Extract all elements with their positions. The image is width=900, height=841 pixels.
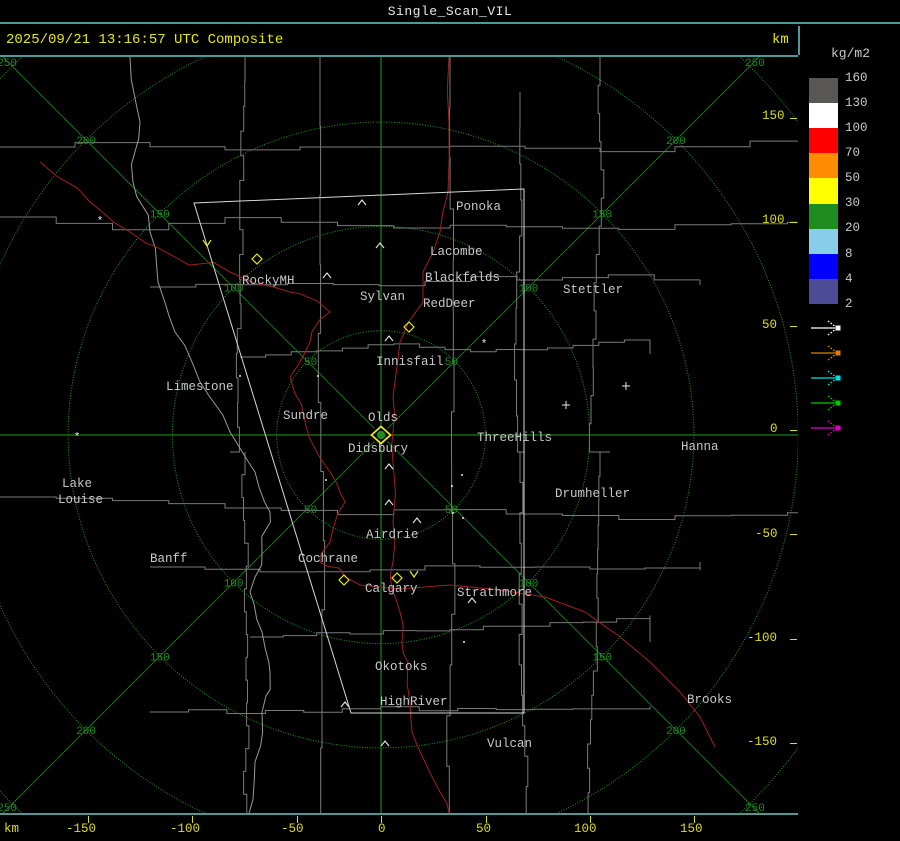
svg-text:200: 200 bbox=[666, 136, 686, 148]
svg-text:250: 250 bbox=[745, 803, 765, 815]
svg-text:250: 250 bbox=[0, 58, 17, 70]
svg-text:200: 200 bbox=[76, 726, 96, 738]
svg-text:150: 150 bbox=[592, 210, 612, 222]
svg-text:250: 250 bbox=[745, 58, 765, 70]
svg-text:200: 200 bbox=[666, 726, 686, 738]
svg-text:50: 50 bbox=[304, 505, 317, 517]
svg-text:*: * bbox=[74, 432, 81, 444]
svg-text:100: 100 bbox=[519, 284, 539, 296]
svg-text:*: * bbox=[481, 339, 488, 351]
svg-text:50: 50 bbox=[304, 357, 317, 369]
svg-text:200: 200 bbox=[76, 136, 96, 148]
svg-text:150: 150 bbox=[150, 652, 170, 664]
svg-text:*: * bbox=[97, 216, 104, 228]
svg-text:150: 150 bbox=[150, 210, 170, 222]
svg-text:50: 50 bbox=[445, 505, 458, 517]
svg-text:250: 250 bbox=[0, 803, 17, 815]
svg-text:150: 150 bbox=[592, 652, 612, 664]
svg-text:50: 50 bbox=[445, 357, 458, 369]
svg-text:100: 100 bbox=[224, 284, 244, 296]
svg-text:100: 100 bbox=[224, 579, 244, 591]
